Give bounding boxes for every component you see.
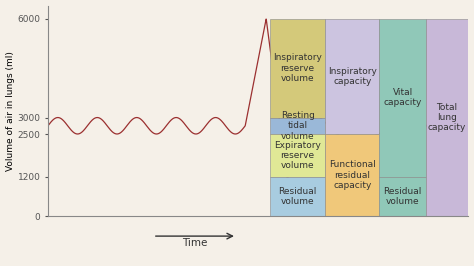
Bar [426, 19, 468, 216]
Text: Expiratory
reserve
volume: Expiratory reserve volume [274, 140, 321, 170]
Text: Total
lung
capacity: Total lung capacity [428, 103, 466, 132]
Text: Inspiratory
reserve
volume: Inspiratory reserve volume [273, 53, 322, 83]
Bar [325, 134, 380, 216]
Text: Residual
volume: Residual volume [383, 187, 422, 206]
Y-axis label: Volume of air in lungs (ml): Volume of air in lungs (ml) [6, 51, 15, 171]
Bar [270, 177, 325, 216]
Text: Time: Time [182, 238, 208, 248]
Text: Inspiratory
capacity: Inspiratory capacity [328, 67, 377, 86]
Bar [270, 19, 325, 118]
Bar [380, 19, 426, 177]
Bar [270, 134, 325, 177]
Text: Resting
tidal
volume: Resting tidal volume [281, 111, 315, 141]
Bar [380, 177, 426, 216]
Text: Vital
capacity: Vital capacity [383, 88, 422, 107]
Text: Functional
residual
capacity: Functional residual capacity [329, 160, 375, 190]
Text: Residual
volume: Residual volume [279, 187, 317, 206]
Bar [325, 19, 380, 134]
Bar [270, 118, 325, 134]
